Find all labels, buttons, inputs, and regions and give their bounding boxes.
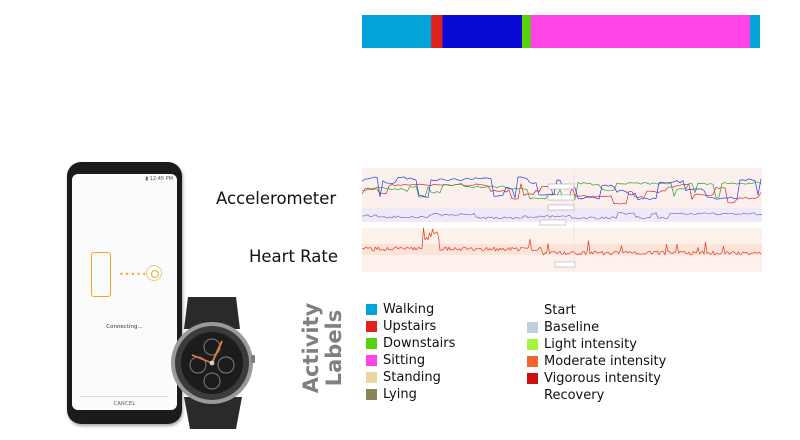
legend-label: Recovery (544, 388, 605, 403)
strip-segment-5 (750, 15, 760, 48)
activity-legend-item: Walking (366, 301, 455, 318)
connecting-dots-icon: ••••• (119, 270, 148, 279)
accel-tooltip-3 (547, 204, 575, 211)
legend-swatch (527, 373, 538, 384)
legend-label: Baseline (544, 320, 600, 335)
hr-tooltip (554, 261, 576, 268)
intensity-legend-item: Moderate intensity (527, 353, 666, 370)
legend-swatch (527, 356, 538, 367)
watch-center-pin (209, 360, 215, 366)
cancel-button[interactable]: CANCEL (113, 401, 136, 407)
legend-swatch (366, 355, 377, 366)
activity-legend-item: Lying (366, 386, 455, 403)
legend-swatch (366, 338, 377, 349)
accel-tooltip-1 (547, 183, 575, 190)
legend-label: Vigorous intensity (544, 371, 661, 386)
activity-title-line1: Activity (299, 302, 323, 394)
legend-label: Downstairs (383, 336, 456, 351)
watch-subdial-right (217, 356, 235, 374)
watch-minute-hand (191, 354, 213, 364)
legend-label: Standing (383, 370, 441, 385)
strip-segment-2 (442, 15, 523, 48)
smartwatch (162, 293, 264, 431)
activity-legend: Walking Upstairs Downstairs Sitting Standing… (366, 301, 455, 403)
accel-tooltip-2 (547, 194, 575, 201)
strip-segment-4 (530, 15, 751, 48)
intensity-legend-item: Vigorous intensity (527, 370, 666, 387)
accelerometer-label: Accelerometer (216, 189, 337, 208)
watch-strap-bottom (184, 397, 242, 429)
smartphone: ▮ 12:45 PM ••••• Connecting... CANCEL (67, 162, 182, 424)
phone-screen: ▮ 12:45 PM ••••• Connecting... CANCEL (72, 174, 177, 410)
connecting-text: Connecting... (106, 324, 143, 330)
signal-plot (361, 168, 763, 276)
legend-label: Sitting (383, 353, 426, 368)
strip-segment-3 (522, 15, 532, 48)
legend-swatch (366, 372, 377, 383)
strip-segment-1 (431, 15, 443, 48)
legend-label: Moderate intensity (544, 354, 667, 369)
legend-swatch (366, 389, 377, 400)
legend-label: Upstairs (383, 319, 437, 334)
activity-strip-svg (362, 15, 760, 48)
accel-y-trace (361, 181, 762, 200)
legend-label: Lying (383, 387, 417, 402)
hr-lines (361, 227, 762, 256)
signal-plot-svg (361, 168, 763, 272)
phone-outline-icon (91, 252, 111, 297)
legend-label: Walking (383, 302, 435, 317)
legend-swatch (527, 322, 538, 333)
legend-label: Start (544, 303, 576, 318)
watch-outline-icon (146, 265, 162, 281)
heart-rate-label: Heart Rate (249, 247, 339, 266)
activity-legend-item: Standing (366, 369, 455, 386)
intensity-legend-item: Recovery (527, 387, 666, 404)
phone-status-bar: ▮ 12:45 PM (145, 176, 173, 182)
smartwatch-svg (171, 297, 255, 429)
strip-segment-0 (362, 15, 432, 48)
phone-divider (80, 396, 169, 397)
activity-labels-title: Activity Labels (299, 298, 346, 398)
legend-swatch (366, 304, 377, 315)
activity-legend-item: Upstairs (366, 318, 455, 335)
hr-band (362, 244, 762, 255)
intensity-legend: Start Baseline Light intensity Moderate int… (527, 302, 666, 404)
intensity-legend-item: Start (527, 302, 666, 319)
activity-legend-item: Sitting (366, 352, 455, 369)
legend-swatch (527, 339, 538, 350)
legend-label: Light intensity (544, 337, 637, 352)
intensity-legend-item: Light intensity (527, 336, 666, 353)
legend-swatch (366, 321, 377, 332)
activity-legend-item: Downstairs (366, 335, 455, 352)
accel-magnitude-trace (361, 212, 763, 220)
activity-color-strip (362, 15, 760, 48)
intensity-legend-item: Baseline (527, 319, 666, 336)
watch-hour-hand (211, 340, 223, 364)
watch-subdial-bottom (203, 372, 221, 390)
watch-strap-top (184, 297, 240, 329)
heart-rate-trace (361, 227, 762, 256)
watch-crown-button (251, 355, 255, 363)
accel-mag-band (362, 208, 762, 222)
activity-title-line2: Labels (322, 309, 346, 387)
accel-tooltip-4 (539, 219, 567, 226)
